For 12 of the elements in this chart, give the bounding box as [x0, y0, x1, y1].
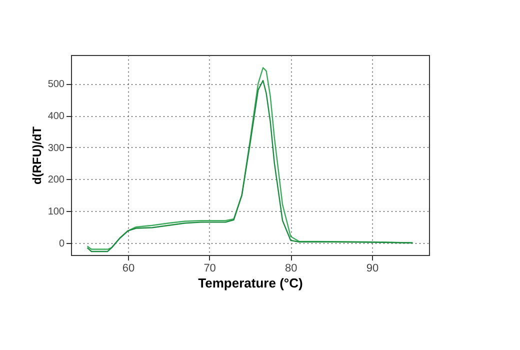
y-tick-label: 500 [48, 79, 65, 90]
x-tick-label: 70 [204, 262, 216, 274]
y-axis-title: d(RFU)/dT [30, 126, 44, 184]
x-tick-label: 90 [366, 262, 379, 274]
x-tick-label: 80 [285, 262, 298, 274]
x-tick-label: 60 [122, 262, 135, 274]
y-tick-label: 400 [48, 111, 65, 122]
y-tick-label: 200 [48, 174, 65, 186]
y-tick-label: 100 [48, 206, 65, 218]
y-tick-label: 0 [58, 238, 65, 250]
y-tick-label: 300 [48, 142, 65, 154]
x-axis-title: Temperature (°C) [198, 276, 303, 290]
